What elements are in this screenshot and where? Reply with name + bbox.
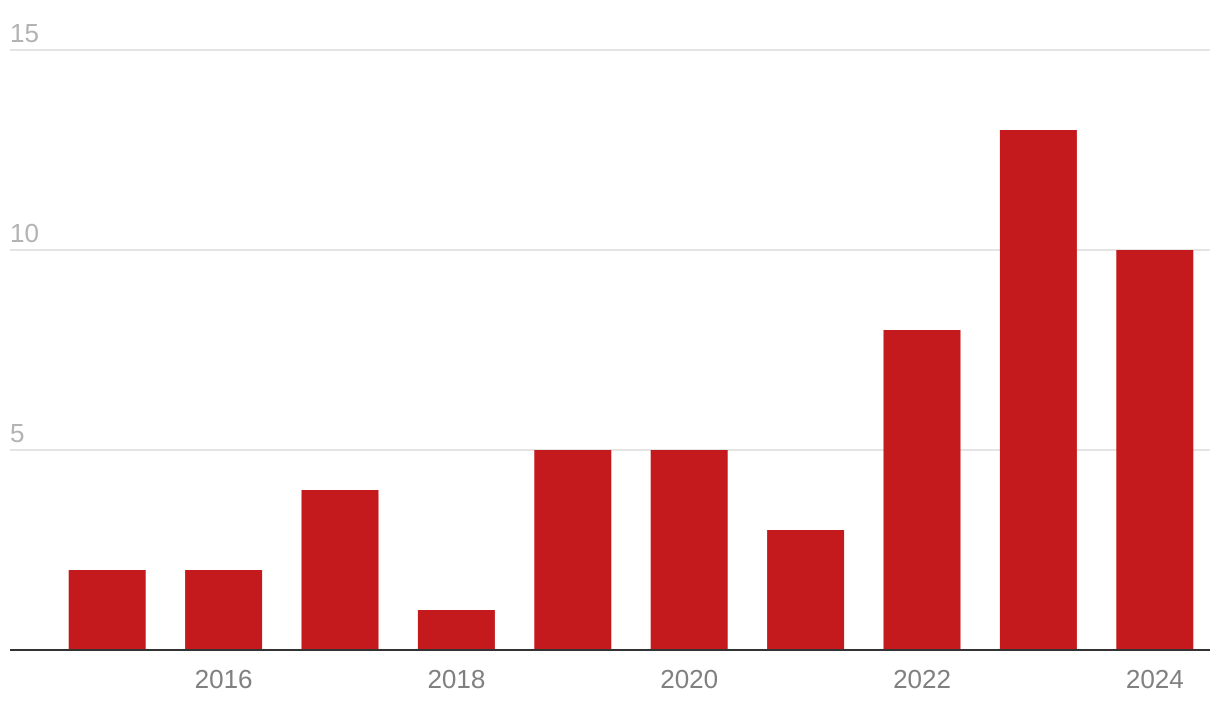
bar-2020: [650, 450, 728, 650]
bar-2024: [1116, 250, 1194, 650]
y-tick-label: 15: [10, 18, 39, 48]
bar-2015: [68, 570, 146, 650]
bar-2021: [767, 530, 845, 650]
bar-2019: [534, 450, 612, 650]
x-tick-label: 2022: [893, 664, 951, 694]
x-tick-label: 2024: [1126, 664, 1184, 694]
x-tick-label: 2020: [660, 664, 718, 694]
bar-2022: [883, 330, 961, 650]
bar-2018: [417, 610, 495, 650]
bar-2023: [999, 130, 1077, 650]
bars: [68, 130, 1194, 650]
x-axis-tick-labels: 2016 2018 2020 2022 2024: [195, 664, 1184, 694]
y-tick-label: 5: [10, 418, 24, 448]
bar-2016: [185, 570, 263, 650]
bar-2017: [301, 490, 379, 650]
y-tick-label: 10: [10, 218, 39, 248]
x-tick-label: 2018: [427, 664, 485, 694]
y-axis-tick-labels: 5 10 15: [10, 18, 39, 448]
x-tick-label: 2016: [195, 664, 253, 694]
